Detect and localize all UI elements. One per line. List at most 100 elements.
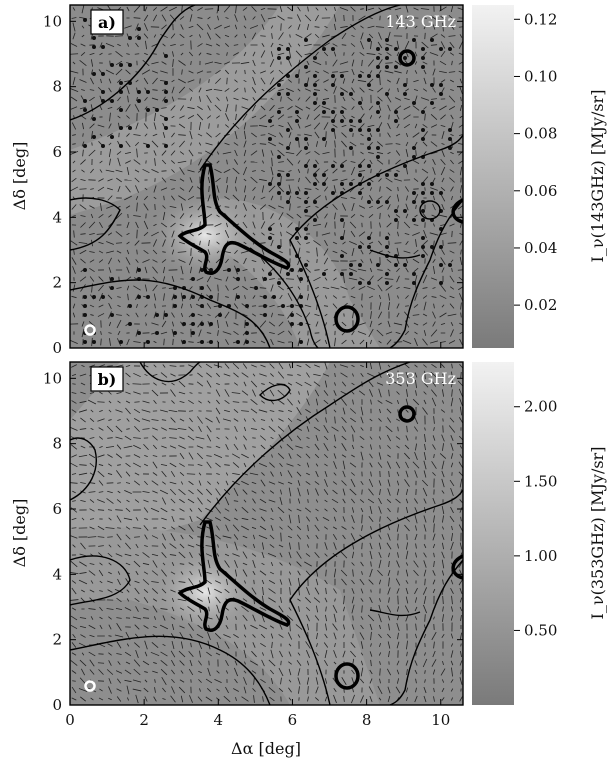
polarization-vector xyxy=(360,40,364,50)
polarization-vector xyxy=(449,169,455,173)
polarization-vector xyxy=(108,223,112,227)
polarization-vector xyxy=(325,623,327,631)
polarization-vector xyxy=(432,203,436,211)
polarization-vector xyxy=(235,205,237,209)
polarization-vector xyxy=(143,220,149,230)
polarization-vector xyxy=(433,560,435,568)
polarization-vector xyxy=(397,543,399,549)
polarization-vector xyxy=(133,444,141,450)
polarization-vector xyxy=(178,123,186,129)
polarization-vector xyxy=(369,453,373,459)
polarization-vector xyxy=(397,87,399,93)
polarization-vector xyxy=(270,517,274,521)
polarization-vector xyxy=(367,59,375,67)
polarization-vector xyxy=(143,443,149,451)
polarization-vector xyxy=(98,427,104,431)
polarization-vector xyxy=(269,363,275,369)
polarization-vector xyxy=(249,660,259,666)
polarization-vector xyxy=(161,588,167,594)
polarization-vector xyxy=(243,130,247,140)
polarization-vector xyxy=(242,268,248,272)
polarization-vector xyxy=(170,389,176,397)
polarization-vector xyxy=(215,488,221,496)
polarization-vector xyxy=(205,417,213,423)
polarization-vector xyxy=(133,659,141,667)
polarization-vector xyxy=(459,499,463,503)
polarization-vector xyxy=(180,534,184,540)
polarization-vector xyxy=(260,14,266,22)
significance-dot xyxy=(358,245,362,249)
polarization-vector xyxy=(286,463,294,467)
polarization-vector xyxy=(270,195,274,201)
colorbar-tick-label: 2.00 xyxy=(524,398,557,416)
polarization-vector xyxy=(451,363,453,369)
polarization-vector xyxy=(369,195,373,201)
polarization-vector xyxy=(351,454,355,458)
polarization-vector xyxy=(168,409,178,413)
polarization-vector xyxy=(70,240,78,246)
polarization-vector xyxy=(177,160,187,164)
polarization-vector xyxy=(145,40,147,50)
polarization-vector xyxy=(88,364,96,368)
polarization-vector xyxy=(289,203,291,211)
polarization-vector xyxy=(343,606,345,612)
polarization-vector xyxy=(361,489,363,495)
polarization-vector xyxy=(396,641,400,649)
polarization-vector xyxy=(405,305,409,307)
polarization-vector xyxy=(361,525,363,531)
polarization-vector xyxy=(144,266,148,274)
significance-dot xyxy=(340,182,344,186)
polarization-vector xyxy=(117,305,121,307)
polarization-vector xyxy=(134,177,140,183)
polarization-vector xyxy=(324,553,328,557)
polarization-vector xyxy=(260,77,266,85)
polarization-vector xyxy=(78,409,88,413)
polarization-vector xyxy=(70,560,78,568)
polarization-vector xyxy=(279,579,283,585)
polarization-vector xyxy=(141,409,151,413)
polarization-vector xyxy=(359,214,365,218)
polarization-vector xyxy=(144,195,148,201)
polarization-vector xyxy=(72,77,76,85)
polarization-vector xyxy=(378,633,382,639)
polarization-vector xyxy=(216,185,220,193)
polarization-vector xyxy=(97,499,105,503)
polarization-vector xyxy=(242,221,248,229)
polarization-vector xyxy=(115,436,123,440)
x-tick-label: 6 xyxy=(288,711,298,729)
polarization-vector xyxy=(430,33,438,39)
significance-dot xyxy=(376,263,380,267)
polarization-vector xyxy=(305,106,311,110)
polarization-vector xyxy=(421,240,429,246)
significance-dot xyxy=(286,146,290,150)
polarization-vector xyxy=(106,241,114,245)
polarization-vector xyxy=(217,15,219,21)
polarization-vector xyxy=(134,34,140,38)
polarization-vector xyxy=(232,401,240,403)
polarization-vector xyxy=(280,175,282,185)
polarization-vector xyxy=(332,481,338,485)
polarization-vector xyxy=(406,668,408,676)
polarization-vector xyxy=(222,151,232,155)
polarization-vector xyxy=(97,509,105,511)
polarization-vector xyxy=(404,311,410,319)
polarization-vector xyxy=(332,250,338,254)
panel-b-polarization-vectors xyxy=(70,362,463,704)
polarization-vector xyxy=(214,588,222,594)
polarization-vector xyxy=(316,643,318,647)
polarization-vector xyxy=(125,364,131,368)
polarization-vector xyxy=(451,140,453,148)
polarization-vector xyxy=(224,508,230,512)
polarization-vector xyxy=(278,634,284,638)
polarization-vector xyxy=(386,516,392,522)
polarization-vector xyxy=(269,222,275,228)
polarization-vector xyxy=(285,151,295,155)
polarization-vector xyxy=(271,312,273,318)
polarization-vector xyxy=(260,340,266,344)
polarization-vector xyxy=(340,249,348,255)
polarization-vector xyxy=(135,122,139,130)
polarization-vector xyxy=(447,313,457,317)
polarization-vector xyxy=(322,34,330,38)
polarization-vector xyxy=(431,397,437,407)
polarization-vector xyxy=(378,579,382,585)
